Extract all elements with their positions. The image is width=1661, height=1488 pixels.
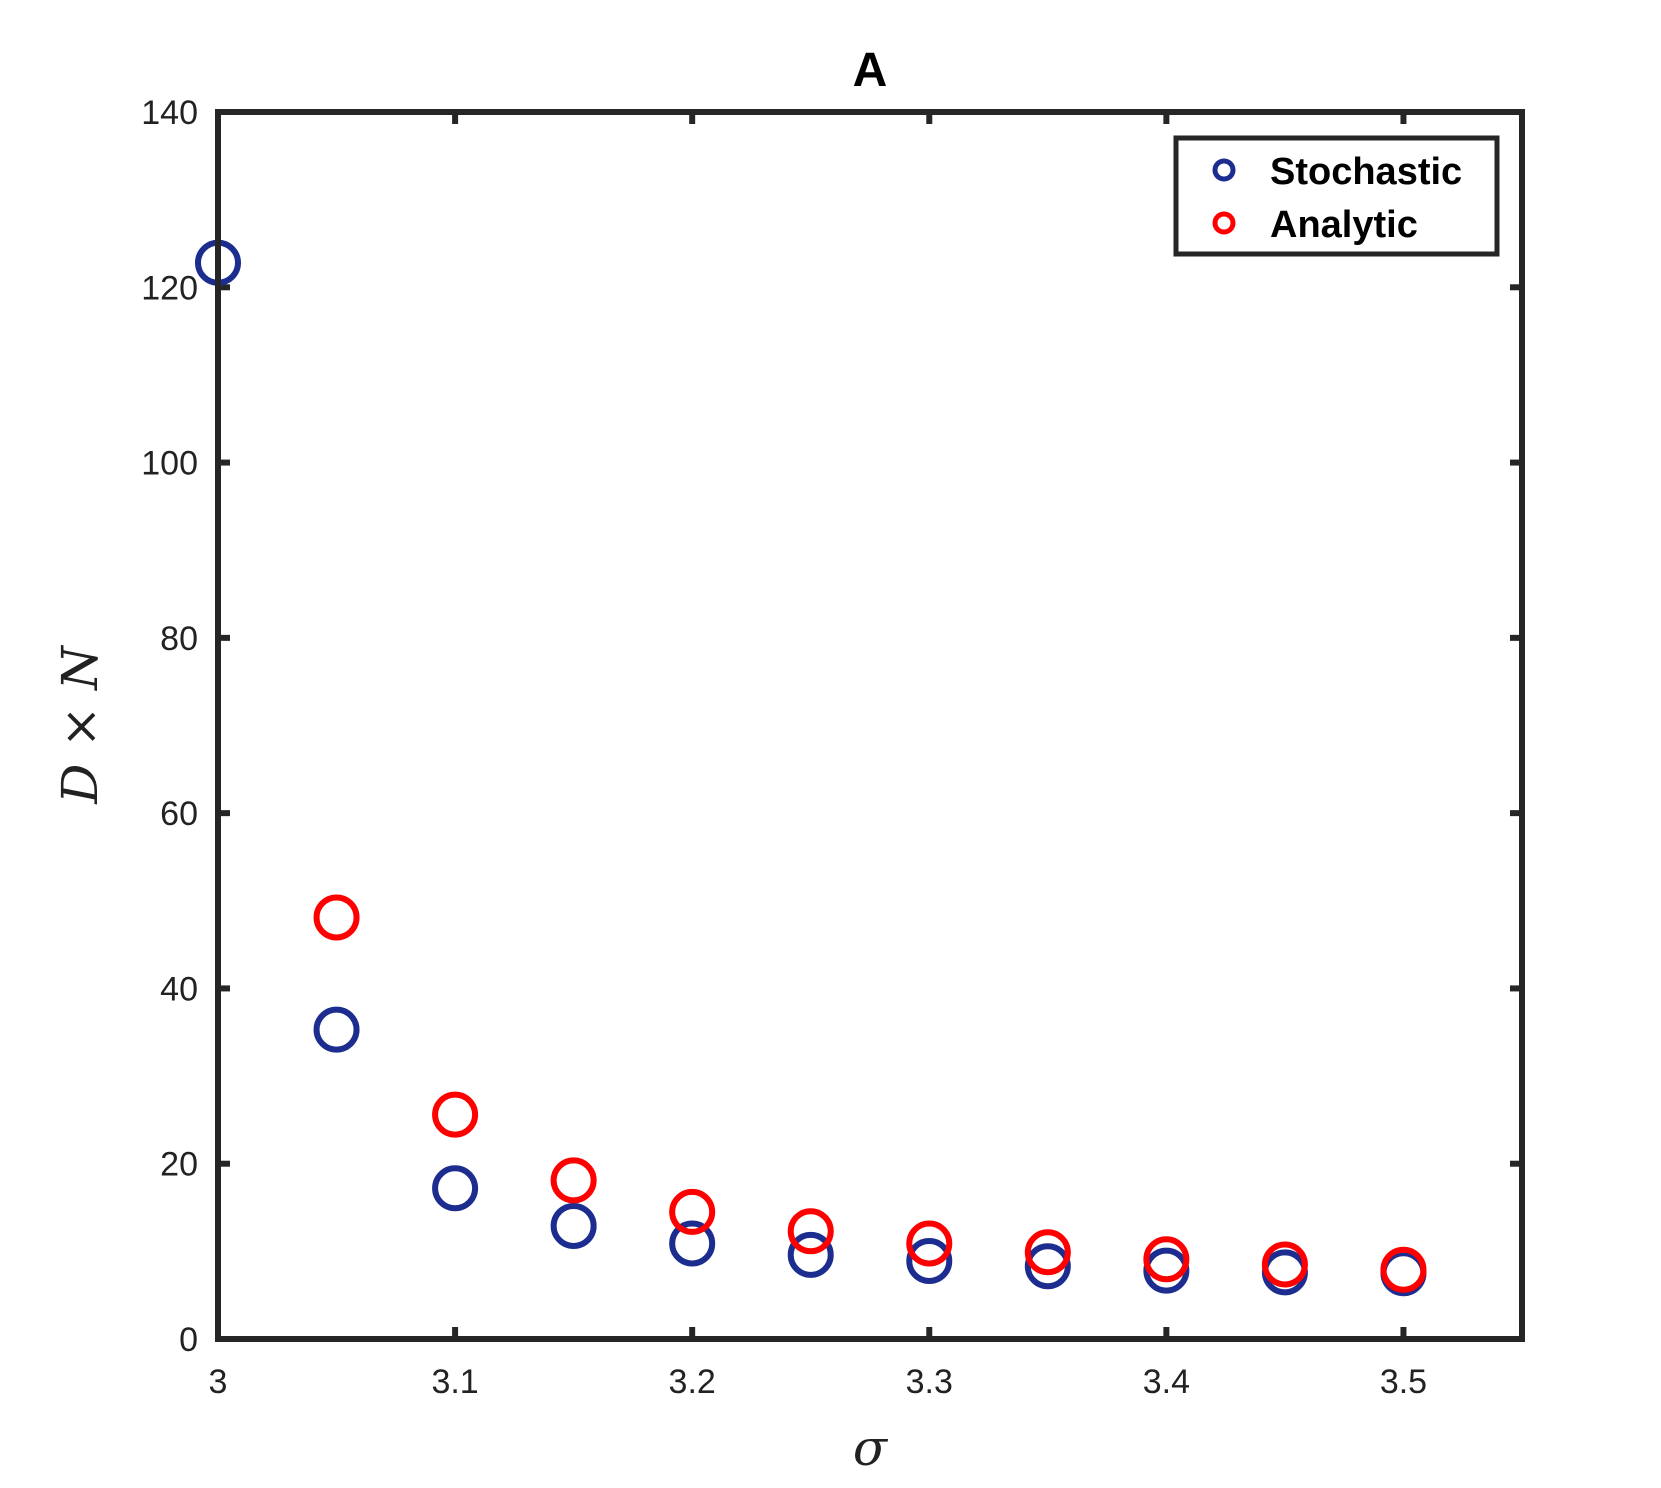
y-tick-label: 60 [160, 795, 198, 833]
y-tick-label: 80 [160, 620, 198, 658]
chart-title: A [853, 44, 888, 97]
y-tick-label: 20 [160, 1146, 198, 1184]
x-tick-label: 3.2 [669, 1363, 716, 1401]
plot-area-frame [215, 109, 1525, 1342]
x-tick-label: 3.3 [906, 1363, 953, 1401]
point-analytic [669, 1188, 716, 1235]
legend-box [1173, 135, 1500, 257]
legend-label-stochastic: Stochastic [1270, 151, 1462, 193]
point-analytic [1143, 1236, 1190, 1283]
point-analytic [432, 1091, 479, 1138]
legend-marker-stochastic [1212, 158, 1236, 182]
x-tick-label: 3 [209, 1363, 228, 1401]
point-stochastic [1024, 1243, 1071, 1290]
x-tick-label: 3.5 [1380, 1363, 1427, 1401]
y-tick-label: 100 [141, 445, 198, 483]
x-tick-label: 3.1 [431, 1363, 478, 1401]
point-stochastic [550, 1202, 597, 1249]
x-tick-label: 3.4 [1143, 1363, 1190, 1401]
point-stochastic [669, 1220, 716, 1267]
point-analytic [313, 894, 360, 941]
point-analytic [550, 1157, 597, 1204]
point-stochastic [787, 1231, 834, 1278]
tick-labels: 3 3.1 3.2 3.3 3.4 3.5 0 20 40 60 80 100 120 140 [141, 94, 1427, 1401]
point-analytic [906, 1220, 953, 1267]
data-points [195, 239, 1427, 1297]
point-stochastic [906, 1237, 953, 1284]
y-tick-label: 0 [179, 1321, 198, 1359]
point-stochastic [313, 1006, 360, 1053]
point-analytic [787, 1208, 834, 1255]
axis-ticks [215, 109, 1522, 1342]
y-axis-label: D × N [51, 644, 109, 805]
y-tick-label: 40 [160, 970, 198, 1008]
legend-label-analytic: Analytic [1270, 204, 1418, 246]
point-analytic [1024, 1229, 1071, 1276]
x-axis-label: σ [853, 1419, 889, 1477]
legend: Stochastic Analytic [1173, 135, 1500, 257]
y-tick-label: 120 [141, 269, 198, 307]
legend-marker-analytic [1212, 211, 1236, 235]
point-analytic [1261, 1241, 1308, 1288]
y-tick-label: 140 [141, 94, 198, 132]
point-stochastic [432, 1165, 479, 1212]
point-analytic [1380, 1246, 1427, 1293]
point-stochastic [1143, 1247, 1190, 1294]
